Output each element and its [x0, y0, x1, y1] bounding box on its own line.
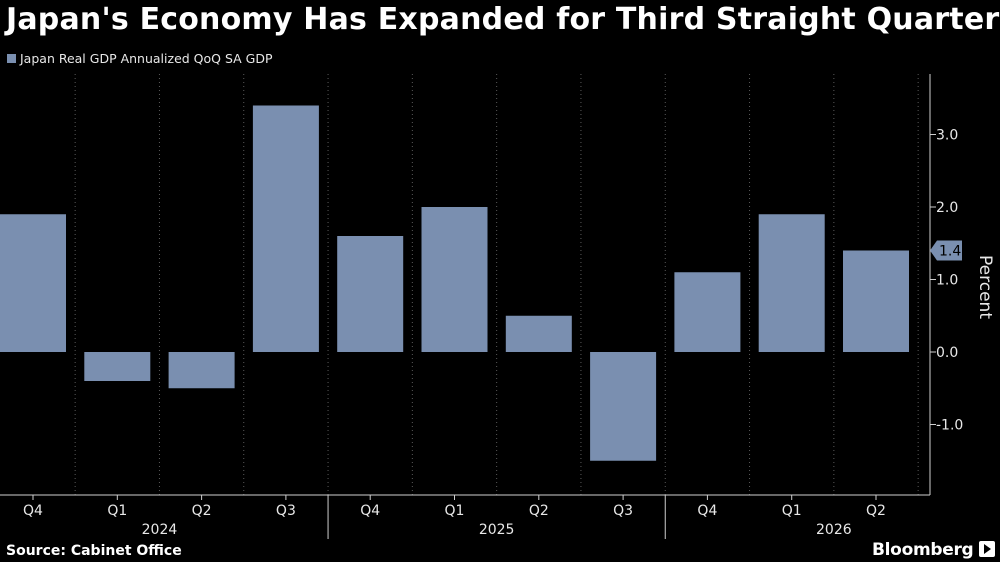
- y-axis-title: Percent: [975, 255, 995, 319]
- y-tick-label: 3.0: [936, 128, 958, 144]
- bar: [168, 352, 235, 389]
- bar: [674, 272, 741, 352]
- bar: [843, 250, 909, 352]
- legend-label: Japan Real GDP Annualized QoQ SA GDP: [20, 51, 273, 66]
- x-tick-label: Q4: [360, 503, 380, 519]
- y-tick-label: 0.0: [936, 345, 958, 361]
- last-value-label: 1.4: [939, 244, 961, 260]
- x-tick-label: Q1: [782, 503, 802, 519]
- x-tick-label: Q4: [697, 503, 717, 519]
- bars: [0, 105, 909, 461]
- bar: [0, 214, 66, 352]
- x-tick-label: Q1: [445, 503, 465, 519]
- source-note: Source: Cabinet Office: [6, 543, 182, 559]
- bloomberg-play-icon: [979, 541, 995, 557]
- x-tick-label: Q2: [866, 503, 886, 519]
- x-tick-label: Q2: [192, 503, 212, 519]
- year-label: 2024: [142, 522, 178, 538]
- x-axis: Q4 Q1 Q2 Q3 Q4 Q1 Q2 Q3 Q4 Q1 Q2 2024 2025 2026: [0, 494, 930, 539]
- bar: [590, 352, 657, 461]
- bar: [337, 236, 404, 352]
- legend-swatch: [7, 54, 16, 63]
- x-tick-label: Q1: [107, 503, 127, 519]
- x-tick-label: Q4: [23, 503, 43, 519]
- year-label: 2026: [816, 522, 852, 538]
- year-label: 2025: [479, 522, 515, 538]
- x-tick-label: Q3: [276, 503, 296, 519]
- y-tick-label: 1.0: [936, 273, 958, 289]
- chart-title: Japan's Economy Has Expanded for Third S…: [6, 2, 1000, 37]
- bar: [84, 352, 151, 381]
- y-tick-label: 2.0: [936, 200, 958, 216]
- legend: Japan Real GDP Annualized QoQ SA GDP: [7, 51, 273, 66]
- bar: [421, 207, 488, 352]
- bar: [505, 315, 572, 352]
- y-axis: -1.0 0.0 1.0 2.0 3.0 1.4 Percent: [929, 74, 995, 495]
- brand-logo: Bloomberg: [872, 540, 974, 560]
- y-tick-label: -1.0: [936, 418, 963, 434]
- bar: [252, 105, 319, 352]
- bar: [758, 214, 825, 352]
- x-tick-label: Q3: [613, 503, 633, 519]
- x-tick-label: Q2: [529, 503, 549, 519]
- last-value-callout: [930, 240, 962, 261]
